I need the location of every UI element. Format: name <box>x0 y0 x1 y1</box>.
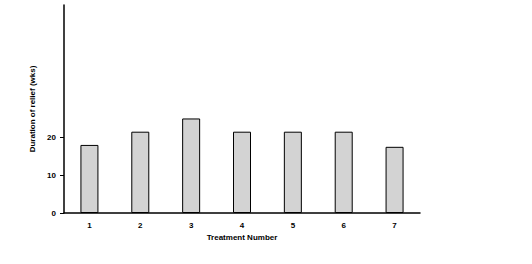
svg-text:3: 3 <box>189 221 194 230</box>
svg-text:20: 20 <box>47 133 56 142</box>
svg-text:1: 1 <box>87 221 92 230</box>
svg-text:2: 2 <box>138 221 143 230</box>
svg-text:6: 6 <box>341 221 346 230</box>
svg-text:5: 5 <box>291 221 296 230</box>
svg-text:Duration of relief (wks): Duration of relief (wks) <box>28 65 37 152</box>
svg-text:4: 4 <box>240 221 245 230</box>
svg-text:Treatment Number: Treatment Number <box>207 233 278 242</box>
svg-text:7: 7 <box>392 221 397 230</box>
svg-text:0: 0 <box>52 209 57 218</box>
svg-text:10: 10 <box>47 171 56 180</box>
